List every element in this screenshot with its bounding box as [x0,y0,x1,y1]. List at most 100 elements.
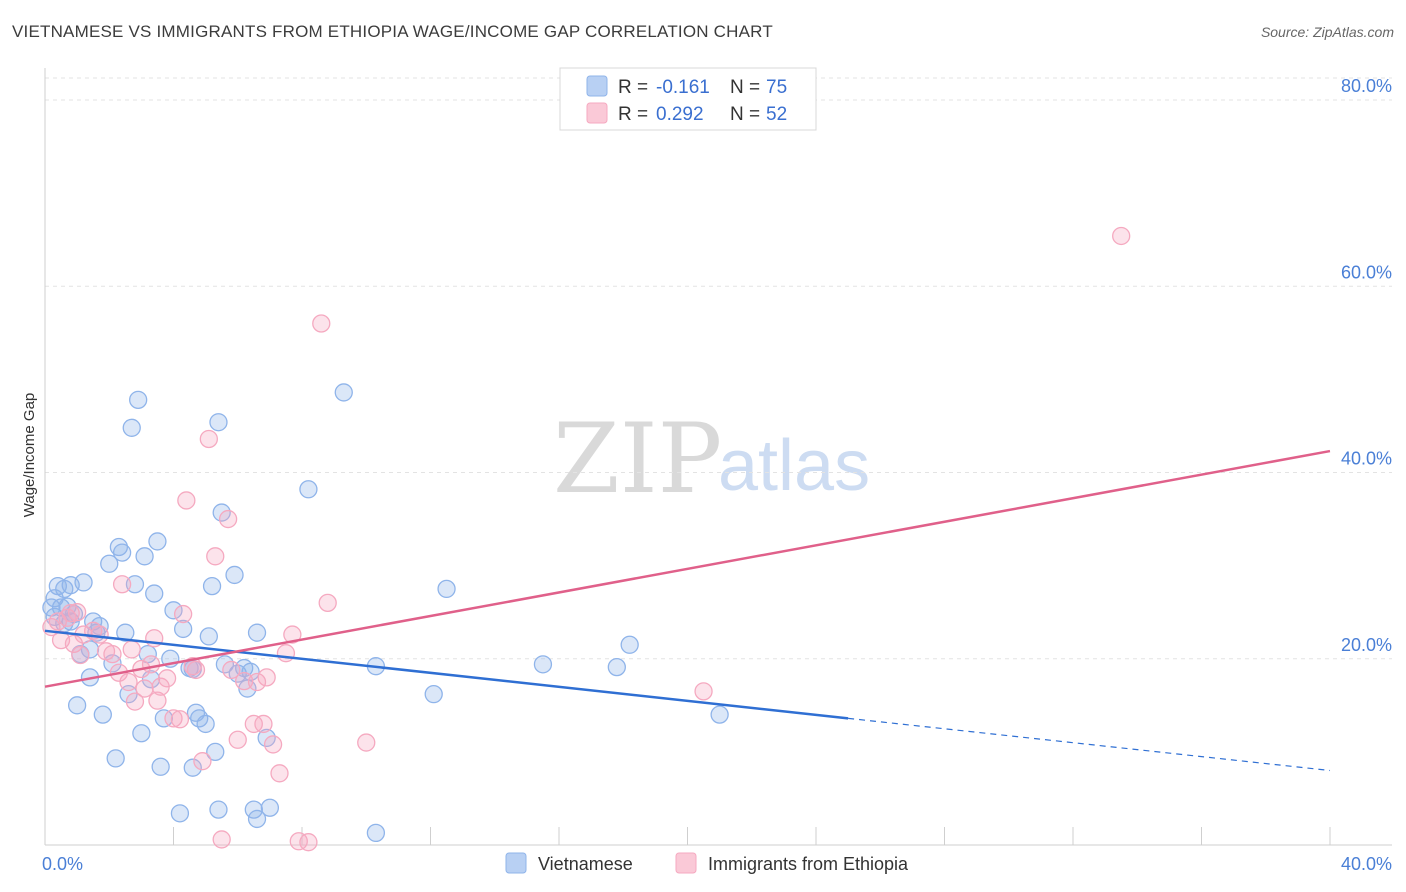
vietnamese-point-27 [125,575,145,594]
ethiopia-point-19 [135,679,154,698]
y-tick-label-20: 20.0% [1341,635,1392,655]
legend-n-label-ethiopia: N = [730,104,760,125]
vietnamese-point-33 [145,584,164,603]
legend-r-label-vietnamese: R = [618,77,648,98]
ethiopia-point-53 [1112,226,1131,246]
ethiopia-point-5 [64,634,84,653]
ethiopia-point-37 [228,730,247,749]
ethiopia-point-33 [206,547,225,566]
vietnamese-point-26 [122,418,141,437]
ethiopia-point-42 [257,668,276,687]
bottom-legend-swatch-vietnamese [505,852,527,874]
vietnamese-point-65 [334,383,353,402]
vietnamese-point-35 [151,757,170,776]
vietnamese-point-70 [533,655,553,674]
bottom-legend-label-vietnamese: Vietnamese [538,854,633,874]
ethiopia-point-1 [48,612,67,631]
ethiopia-point-31 [193,752,212,771]
ethiopia-point-46 [283,625,302,644]
y-tick-label-60: 60.0% [1341,262,1392,282]
ethiopia-point-48 [299,833,318,852]
vietnamese-point-28 [129,390,148,410]
vietnamese-point-43 [183,758,202,777]
vietnamese-trend-extension [848,717,1331,772]
vietnamese-point-67 [366,823,386,843]
ethiopia-point-40 [247,672,267,692]
vietnamese-point-8 [74,573,93,592]
vietnamese-point-72 [620,635,639,654]
legend-swatch-vietnamese [586,75,608,97]
ethiopia-point-26 [170,710,190,729]
ethiopia-point-50 [318,593,337,613]
vietnamese-point-36 [154,709,174,728]
y-tick-label-40: 40.0% [1341,449,1392,469]
correlation-legend: R = -0.161 N = 75 R = 0.292 N = 52 [559,67,817,131]
ethiopia-point-24 [157,669,177,688]
y-tick-label-80: 80.0% [1341,76,1392,96]
vietnamese-point-49 [206,742,225,762]
watermark-atlas: atlas [718,426,870,506]
legend-r-value-ethiopia: 0.292 [656,104,704,125]
ethiopia-point-6 [67,603,87,622]
vietnamese-point-62 [257,728,276,748]
vietnamese-point-23 [112,543,132,562]
ethiopia-point-43 [263,735,283,754]
x-tick-label-min: 0.0% [42,854,83,874]
vietnamese-point-61 [247,809,267,829]
legend-n-label-vietnamese: N = [730,77,760,98]
ethiopia-point-20 [141,655,161,674]
ethiopia-point-22 [148,691,167,710]
vietnamese-point-24 [116,623,135,642]
vietnamese-point-64 [299,480,318,499]
vietnamese-point-40 [173,619,193,639]
vietnamese-point-69 [437,579,456,599]
vietnamese-point-54 [225,565,244,585]
axes: 20.0% 40.0% 60.0% 80.0% 0.0% 40.0% [42,68,1392,874]
ethiopia-point-38 [235,671,254,691]
ethiopia-point-25 [164,709,183,728]
ethiopia-point-7 [71,645,90,665]
x-tick-label-max: 40.0% [1341,854,1392,874]
vietnamese-point-58 [241,662,260,681]
vietnamese-point-73 [710,705,729,724]
ethiopia-point-14 [112,575,132,594]
ethiopia-trend-line [44,449,1331,688]
ethiopia-point-39 [244,714,263,734]
watermark-zip: ZIP [553,403,722,515]
vietnamese-point-47 [199,627,218,646]
ethiopia-point-51 [357,733,376,752]
ethiopia-point-35 [218,509,238,529]
ethiopia-point-44 [270,764,289,783]
ethiopia-point-45 [276,644,296,663]
legend-r-value-vietnamese: -0.161 [656,77,710,98]
ethiopia-point-41 [254,714,273,734]
series-legend: Vietnamese Immigrants from Ethiopia [505,852,909,874]
vietnamese-point-68 [424,684,443,704]
vietnamese-point-34 [148,532,167,551]
vietnamese-point-38 [164,601,183,620]
vietnamese-point-48 [202,576,222,596]
vietnamese-point-50 [209,800,228,819]
vietnamese-point-74 [67,696,87,715]
vietnamese-trend-line [44,629,849,720]
vietnamese-point-30 [135,547,154,566]
legend-r-label-ethiopia: R = [618,104,648,125]
ethiopia-point-4 [61,603,80,623]
vietnamese-point-18 [93,705,112,724]
vietnamese-point-52 [212,503,231,522]
ethiopia-point-49 [312,314,331,333]
ethiopia-point-27 [173,604,193,624]
vietnamese-point-46 [196,714,215,734]
ethiopia-point-34 [212,830,231,849]
vietnamese-point-21 [106,749,125,768]
vietnamese-point-71 [607,657,626,677]
ethiopia-point-17 [125,692,145,711]
ethiopia-point-36 [222,660,241,680]
vietnamese-point-51 [209,413,228,432]
ethiopia-point-10 [90,625,109,644]
data-points [42,226,1131,852]
ethiopia-point-32 [199,429,218,449]
source-label: Source: ZipAtlas.com [1260,24,1394,40]
ethiopia-point-16 [122,640,141,659]
legend-swatch-ethiopia [586,102,608,124]
